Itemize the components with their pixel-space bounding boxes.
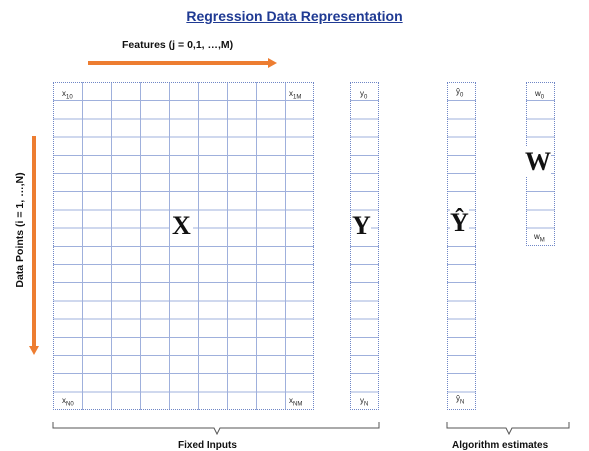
y-bottom-label: yN: [360, 396, 369, 408]
vector-y-symbol: Y: [352, 211, 371, 241]
yhat-bottom-label: ŷN: [456, 394, 465, 406]
vector-yhat-symbol: Ŷ: [450, 208, 469, 238]
yhat-top-label: ŷ0: [456, 87, 464, 99]
estimates-brace: [446, 422, 570, 436]
x-bottom-left-label: xN0: [62, 396, 74, 408]
matrix-x-grid: [53, 82, 314, 410]
features-arrow-head: [268, 58, 277, 68]
vector-yhat-grid: [447, 82, 476, 410]
features-label: Features (j = 0,1, …,M): [122, 39, 234, 51]
y-top-label: y0: [360, 89, 368, 101]
matrix-x-symbol: X: [170, 211, 193, 241]
data-points-arrow-head: [29, 346, 39, 355]
x-top-right-label: x1M: [289, 89, 302, 101]
vector-y-grid: [350, 82, 379, 410]
w-top-label: w0: [535, 89, 545, 101]
vector-w-symbol: W: [525, 147, 551, 177]
diagram-title: Regression Data Representation: [186, 8, 403, 24]
x-bottom-right-label: xNM: [289, 396, 303, 408]
fixed-inputs-brace: [52, 422, 380, 436]
algorithm-estimates-label: Algorithm estimates: [452, 440, 549, 451]
x-top-left-label: x10: [62, 89, 73, 101]
fixed-inputs-label: Fixed Inputs: [178, 440, 237, 451]
w-bottom-label: wM: [534, 232, 545, 244]
